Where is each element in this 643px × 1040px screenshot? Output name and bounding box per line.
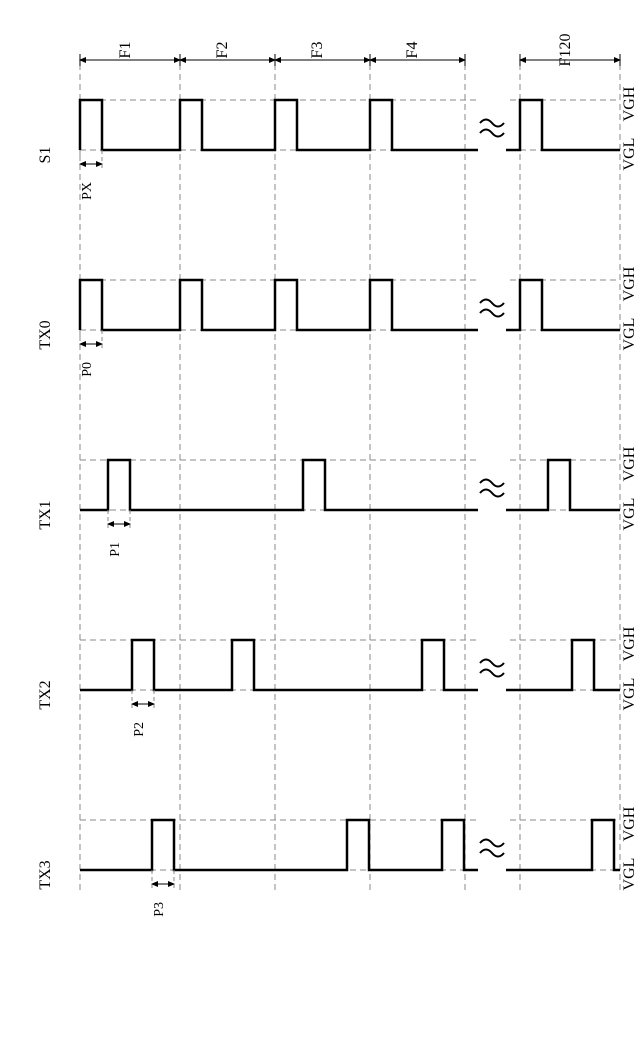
signal-label: TX0 (37, 320, 54, 349)
pulse-label: P3 (152, 902, 167, 917)
pulse-label: P0 (80, 362, 95, 377)
pulse-label: PX (80, 182, 95, 200)
level-label-high: VGH (621, 86, 638, 121)
level-label-low: VGL (621, 138, 638, 171)
signal-label: TX1 (37, 500, 54, 529)
frame-label: F4 (404, 42, 421, 59)
frame-label: F120 (557, 34, 574, 67)
waveform-tx2 (80, 640, 620, 690)
waveform-tx0 (80, 280, 620, 330)
signal-label: TX3 (37, 860, 54, 889)
level-label-high: VGH (621, 446, 638, 481)
waveform-s1 (80, 100, 620, 150)
frame-label: F3 (309, 42, 326, 59)
level-label-low: VGL (621, 858, 638, 891)
level-label-high: VGH (621, 806, 638, 841)
waveform-tx3 (80, 820, 620, 870)
level-label-high: VGH (621, 266, 638, 301)
signal-label: TX2 (37, 680, 54, 709)
level-label-low: VGL (621, 498, 638, 531)
waveform-tx1 (80, 460, 620, 510)
pulse-label: P2 (132, 722, 147, 737)
level-label-high: VGH (621, 626, 638, 661)
frame-label: F2 (214, 42, 231, 59)
level-label-low: VGL (621, 318, 638, 351)
pulse-label: P1 (108, 542, 123, 557)
frame-label: F1 (117, 42, 134, 59)
timing-diagram: VGH VGL S1 VGH VGL TX0 VGH VGL TX1 VGH VGL TX2 VGH VG… (20, 20, 643, 1020)
level-label-low: VGL (621, 678, 638, 711)
signal-label: S1 (37, 147, 54, 164)
